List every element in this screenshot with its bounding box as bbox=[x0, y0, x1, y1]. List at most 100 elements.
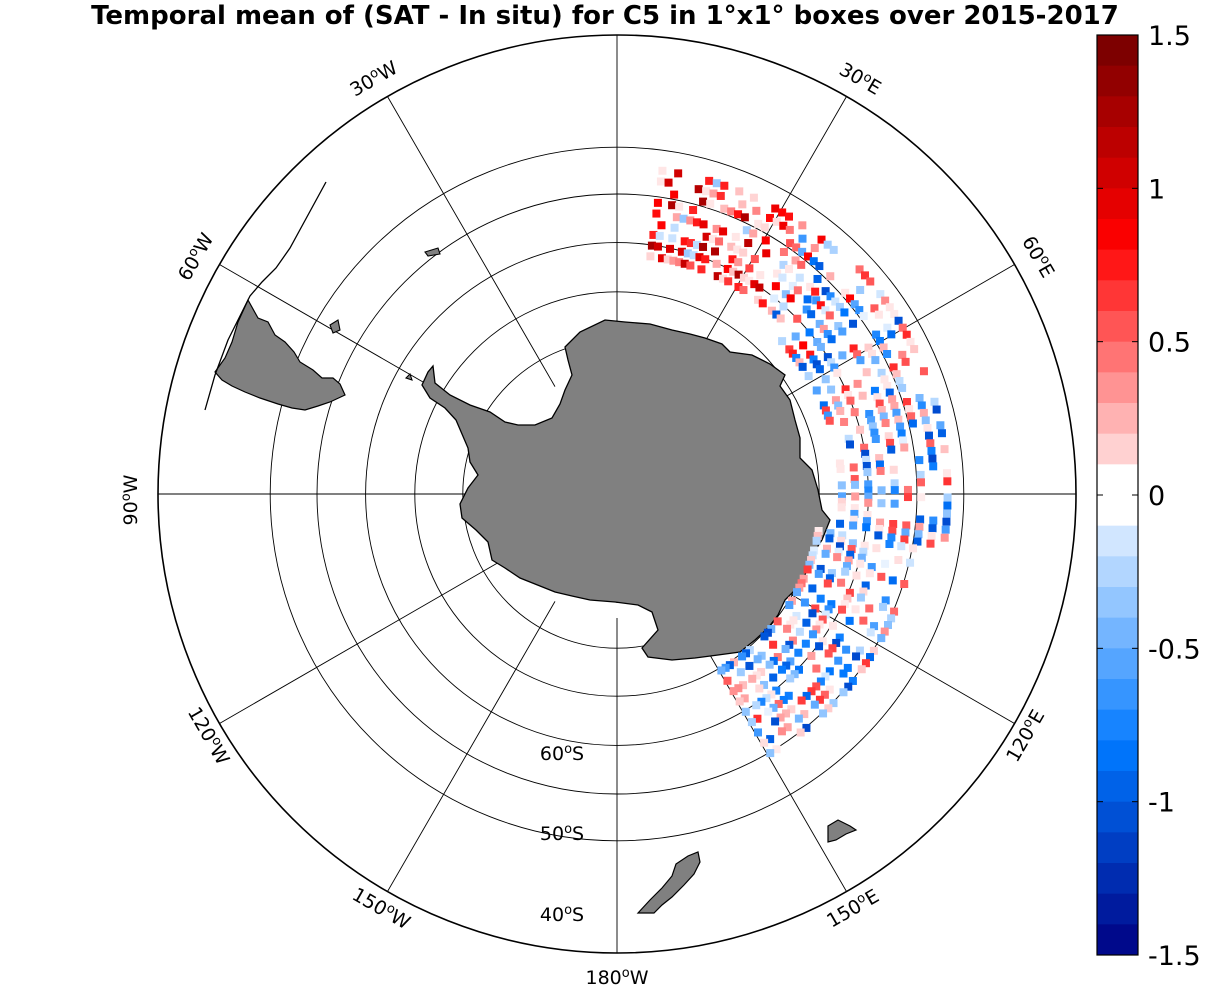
anomaly-cell bbox=[825, 685, 834, 694]
anomaly-cell bbox=[874, 531, 883, 540]
colorbar-swatch bbox=[1097, 771, 1138, 803]
anomaly-cell bbox=[713, 272, 722, 281]
anomaly-cell bbox=[848, 539, 857, 548]
anomaly-cell bbox=[778, 208, 787, 217]
anomaly-cell bbox=[758, 299, 767, 308]
anomaly-cell bbox=[702, 232, 711, 241]
anomaly-cell bbox=[761, 236, 770, 245]
anomaly-cell bbox=[901, 357, 910, 366]
anomaly-cell bbox=[857, 553, 866, 562]
anomaly-cell bbox=[858, 391, 867, 400]
colorbar-swatch bbox=[1097, 464, 1138, 496]
colorbar-swatch bbox=[1097, 280, 1138, 312]
anomaly-cell bbox=[710, 247, 719, 256]
anomaly-cell bbox=[670, 190, 679, 199]
anomaly-cell bbox=[836, 519, 845, 528]
anomaly-cell bbox=[760, 632, 769, 641]
anomaly-cell bbox=[778, 273, 787, 282]
anomaly-cell bbox=[875, 454, 884, 463]
anomaly-cell bbox=[753, 714, 762, 723]
anomaly-cell bbox=[741, 707, 750, 716]
anomaly-cell bbox=[877, 634, 886, 643]
anomaly-cell bbox=[827, 335, 836, 344]
anomaly-cell bbox=[646, 252, 655, 261]
anomaly-cell bbox=[778, 337, 787, 346]
parallel-label: 50oS bbox=[540, 822, 584, 845]
anomaly-cell bbox=[669, 256, 678, 265]
anomaly-cell bbox=[887, 330, 896, 339]
anomaly-cell bbox=[865, 604, 874, 613]
anomaly-cell bbox=[834, 322, 843, 331]
anomaly-cell bbox=[797, 260, 806, 269]
anomaly-cell bbox=[906, 337, 915, 346]
anomaly-cell bbox=[739, 273, 748, 282]
anomaly-cell bbox=[864, 480, 873, 489]
anomaly-cell bbox=[827, 358, 836, 367]
anomaly-cell bbox=[784, 691, 793, 700]
anomaly-cell bbox=[734, 684, 743, 693]
anomaly-cell bbox=[735, 697, 744, 706]
anomaly-cell bbox=[872, 544, 881, 553]
anomaly-cell bbox=[844, 390, 853, 399]
anomaly-cell bbox=[806, 282, 815, 291]
anomaly-cell bbox=[892, 408, 901, 417]
colorbar-tick-label: -1 bbox=[1148, 788, 1175, 819]
anomaly-cell bbox=[860, 541, 869, 550]
anomaly-cell bbox=[715, 237, 724, 246]
colorbar-swatch bbox=[1097, 96, 1138, 128]
anomaly-cell bbox=[903, 493, 912, 502]
anomaly-cell bbox=[863, 511, 872, 520]
anomaly-cell bbox=[675, 202, 684, 211]
anomaly-cell bbox=[873, 393, 882, 402]
anomaly-cell bbox=[785, 225, 794, 234]
anomaly-cell bbox=[666, 244, 675, 253]
anomaly-cell bbox=[890, 499, 899, 508]
anomaly-cell bbox=[760, 680, 769, 689]
anomaly-cell bbox=[894, 415, 903, 424]
anomaly-cell bbox=[756, 271, 765, 280]
anomaly-cell bbox=[876, 466, 885, 475]
anomaly-cell bbox=[845, 616, 854, 625]
anomaly-cell bbox=[864, 343, 873, 352]
anomaly-cell bbox=[723, 676, 732, 685]
anomaly-cell bbox=[815, 262, 824, 271]
anomaly-cell bbox=[841, 385, 850, 394]
anomaly-cell bbox=[906, 558, 915, 567]
anomaly-cell bbox=[889, 520, 898, 529]
anomaly-cell bbox=[916, 470, 925, 479]
anomaly-cell bbox=[808, 584, 817, 593]
anomaly-cell bbox=[788, 349, 797, 358]
anomaly-cell bbox=[786, 239, 795, 248]
anomaly-cell bbox=[752, 701, 761, 710]
anomaly-cell bbox=[838, 605, 847, 614]
anomaly-cell bbox=[825, 311, 834, 320]
tasmania bbox=[827, 819, 858, 843]
anomaly-cell bbox=[827, 569, 836, 578]
anomaly-cell bbox=[917, 493, 926, 502]
anomaly-cell bbox=[827, 600, 836, 609]
anomaly-cell bbox=[888, 395, 897, 404]
anomaly-cell bbox=[773, 653, 782, 662]
anomaly-cell bbox=[879, 602, 888, 611]
anomaly-cell bbox=[752, 671, 761, 680]
anomaly-cell bbox=[657, 221, 666, 230]
colorbar-swatch bbox=[1097, 188, 1138, 220]
anomaly-cell bbox=[898, 323, 907, 332]
anomaly-cell bbox=[674, 169, 683, 178]
anomaly-cell bbox=[816, 301, 825, 310]
anomaly-cell bbox=[840, 308, 849, 317]
anomaly-cell bbox=[689, 251, 698, 260]
anomaly-cell bbox=[766, 735, 775, 744]
anomaly-cell bbox=[824, 704, 833, 713]
anomaly-cell bbox=[831, 396, 840, 405]
anomaly-cell bbox=[841, 567, 850, 576]
anomaly-cell bbox=[653, 198, 662, 207]
anomaly-cell bbox=[874, 310, 883, 319]
anomaly-cell bbox=[733, 245, 742, 254]
anomaly-cell bbox=[821, 306, 830, 315]
anomaly-cell bbox=[740, 694, 749, 703]
anomaly-cell bbox=[889, 363, 898, 372]
anomaly-cell bbox=[820, 690, 829, 699]
anomaly-cell bbox=[734, 282, 743, 291]
